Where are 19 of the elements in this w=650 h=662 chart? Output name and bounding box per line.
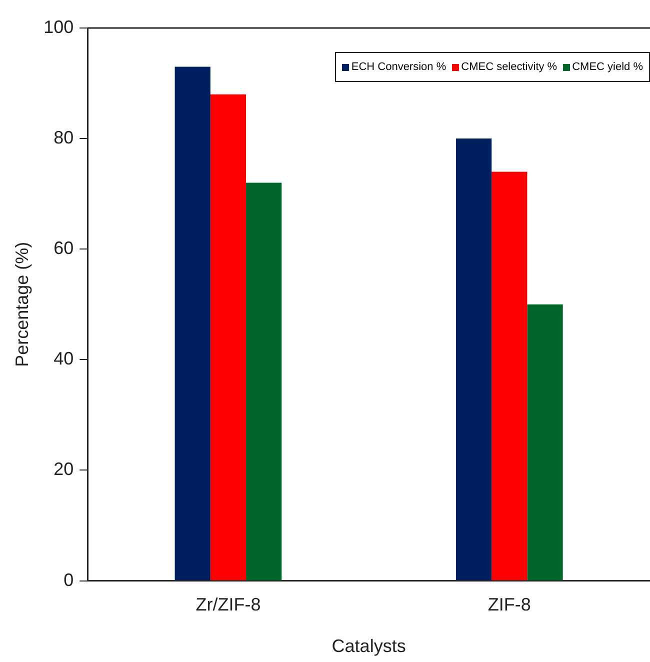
bar [246,182,282,580]
legend-label: CMEC selectivity % [461,61,558,73]
x-tick-label: Zr/ZIF-8 [196,594,261,615]
y-tick-label: 60 [54,238,74,258]
y-axis-title: Percentage (%) [12,242,32,367]
bar [174,66,210,580]
y-tick-label: 0 [64,570,74,590]
y-tick-label: 100 [44,16,74,37]
y-tick-label: 80 [54,128,74,148]
x-axis-title: Catalysts [332,636,406,656]
x-tick-label: ZIF-8 [488,594,531,615]
legend-label: CMEC yield % [572,61,643,73]
bar [456,138,492,580]
bar [492,172,528,580]
bar [527,304,563,580]
legend-label: ECH Conversion % [351,61,446,73]
y-tick-label: 20 [54,459,74,480]
bar [210,94,246,580]
y-tick-label: 40 [54,348,74,369]
